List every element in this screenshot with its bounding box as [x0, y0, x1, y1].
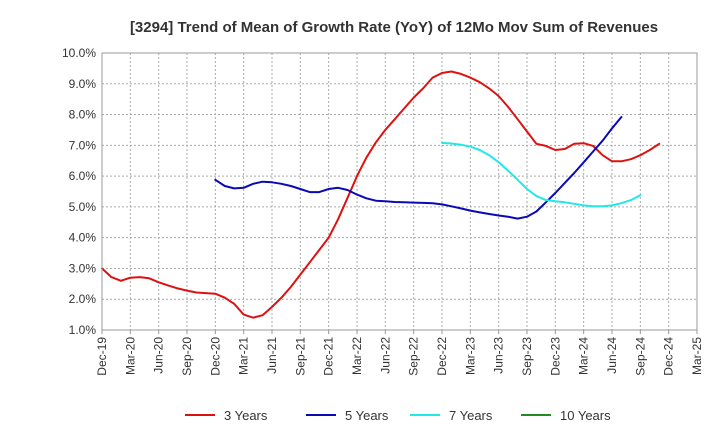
grid-layer: [102, 52, 697, 331]
series-layer: [101, 70, 661, 319]
y-tick-label: 7.0%: [69, 138, 97, 152]
x-tick-label: Dec-21: [322, 337, 336, 376]
x-tick-label: Mar-24: [577, 337, 591, 375]
x-tick-label: Dec-20: [208, 337, 222, 376]
y-tick-label: 10.0%: [62, 46, 96, 60]
x-tick-label: Mar-22: [350, 337, 364, 375]
x-tick-label: Sep-21: [293, 337, 307, 376]
y-tick-label: 4.0%: [69, 231, 97, 245]
x-tick-label: Sep-20: [180, 337, 194, 376]
x-tick-label: Sep-23: [520, 337, 534, 376]
legend: 3 Years 5 Years 7 Years 10 Years: [185, 408, 611, 423]
y-tick-label: 3.0%: [69, 261, 97, 275]
x-tick-label: Sep-22: [407, 337, 421, 376]
legend-label-3-years: 3 Years: [224, 408, 268, 423]
x-tick-label: Mar-23: [463, 337, 477, 375]
x-tick-label: Dec-24: [662, 337, 676, 376]
series-line-7-years: [441, 141, 642, 208]
series-line-3-years: [101, 70, 661, 319]
legend-label-10-years: 10 Years: [560, 408, 611, 423]
y-tick-label: 5.0%: [69, 200, 97, 214]
x-tick-label: Dec-22: [435, 337, 449, 376]
x-tick-label: Jun-23: [492, 337, 506, 374]
x-tick-label: Dec-19: [95, 337, 109, 376]
x-tick-label: Jun-21: [265, 337, 279, 374]
y-tick-label: 2.0%: [69, 292, 97, 306]
x-tick-label: Mar-20: [123, 337, 137, 375]
x-axis-ticks: Dec-19 Mar-20 Jun-20 Sep-20 Dec-20 Mar-21 Jun-…: [95, 330, 704, 376]
x-tick-label: Sep-24: [633, 337, 647, 376]
y-tick-label: 1.0%: [69, 323, 97, 337]
y-tick-label: 9.0%: [69, 77, 97, 91]
y-axis-ticks: 1.0% 2.0% 3.0% 4.0% 5.0% 6.0% 7.0% 8.0% 9.0% 10.0…: [62, 46, 96, 337]
series-line-5-years: [214, 116, 623, 220]
x-tick-label: Dec-23: [548, 337, 562, 376]
plot-frame: [101, 52, 698, 331]
legend-label-5-years: 5 Years: [345, 408, 389, 423]
y-tick-label: 8.0%: [69, 108, 97, 122]
chart-title: [3294] Trend of Mean of Growth Rate (YoY…: [130, 19, 658, 36]
x-tick-label: Jun-24: [605, 337, 619, 374]
legend-label-7-years: 7 Years: [449, 408, 493, 423]
x-tick-label: Mar-21: [237, 337, 251, 375]
x-tick-label: Jun-22: [378, 337, 392, 374]
y-tick-label: 6.0%: [69, 169, 97, 183]
x-tick-label: Jun-20: [152, 337, 166, 374]
x-tick-label: Mar-25: [690, 337, 704, 375]
